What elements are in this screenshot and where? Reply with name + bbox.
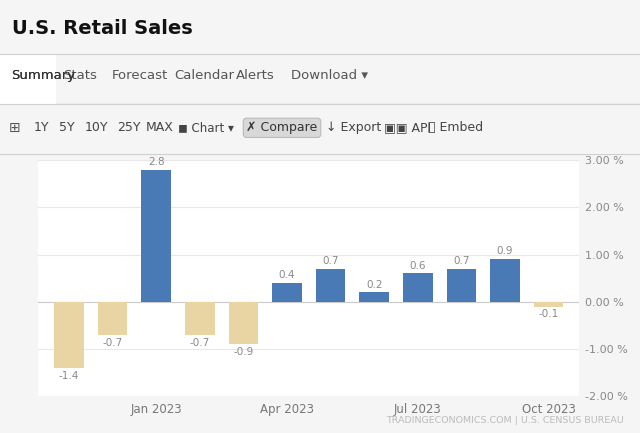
Text: Stats: Stats xyxy=(63,68,97,81)
Text: 0.2: 0.2 xyxy=(366,280,383,290)
Bar xyxy=(534,302,563,307)
Text: -0.7: -0.7 xyxy=(102,338,123,348)
Text: 5Y: 5Y xyxy=(59,121,74,134)
Text: -0.7: -0.7 xyxy=(189,338,210,348)
Text: -0.9: -0.9 xyxy=(233,347,253,357)
Bar xyxy=(316,269,346,302)
Text: MAX: MAX xyxy=(146,121,174,134)
Text: ⎙ Embed: ⎙ Embed xyxy=(428,121,483,134)
Text: Alerts: Alerts xyxy=(236,68,275,81)
Text: 0.4: 0.4 xyxy=(279,270,295,280)
Bar xyxy=(403,274,433,302)
Text: ▣▣ API: ▣▣ API xyxy=(384,121,431,134)
Text: TRADINGECONOMICS.COM | U.S. CENSUS BUREAU: TRADINGECONOMICS.COM | U.S. CENSUS BUREA… xyxy=(387,416,624,425)
Bar xyxy=(98,302,127,335)
Text: -1.4: -1.4 xyxy=(59,371,79,381)
Text: ⊞: ⊞ xyxy=(9,121,20,135)
Text: 10Y: 10Y xyxy=(84,121,108,134)
Text: Download ▾: Download ▾ xyxy=(291,68,368,81)
Bar xyxy=(272,283,302,302)
Bar xyxy=(360,292,389,302)
Bar xyxy=(490,259,520,302)
Text: Summary: Summary xyxy=(12,68,76,81)
Bar xyxy=(54,302,84,368)
Text: ↓ Export: ↓ Export xyxy=(326,121,381,134)
Text: 0.7: 0.7 xyxy=(453,256,470,266)
Text: -0.1: -0.1 xyxy=(538,309,559,320)
Text: Summary: Summary xyxy=(12,68,76,81)
Text: U.S. Retail Sales: U.S. Retail Sales xyxy=(12,19,192,38)
Bar xyxy=(185,302,214,335)
Bar xyxy=(447,269,476,302)
Text: 25Y: 25Y xyxy=(117,121,141,134)
Text: 0.7: 0.7 xyxy=(323,256,339,266)
Text: 0.6: 0.6 xyxy=(410,261,426,271)
Bar xyxy=(228,302,258,344)
Text: 0.9: 0.9 xyxy=(497,246,513,256)
Bar xyxy=(141,170,171,302)
Text: 1Y: 1Y xyxy=(33,121,49,134)
Text: Forecast: Forecast xyxy=(112,68,168,81)
Text: ✗ Compare: ✗ Compare xyxy=(246,121,317,134)
Text: ◼ Chart ▾: ◼ Chart ▾ xyxy=(178,121,234,134)
Text: Calendar: Calendar xyxy=(175,68,235,81)
FancyBboxPatch shape xyxy=(0,54,56,104)
Text: 2.8: 2.8 xyxy=(148,157,164,167)
